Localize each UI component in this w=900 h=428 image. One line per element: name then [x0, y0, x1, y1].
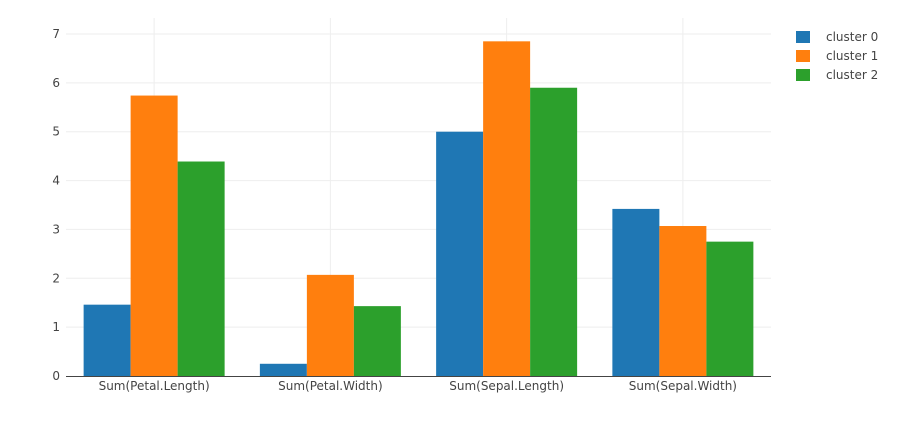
- y-axis-ticks: 0 1 2 3 4 5 6 7: [52, 27, 60, 383]
- y-tick-label: 0: [52, 369, 60, 383]
- bars: [83, 41, 754, 376]
- bar-cluster-2-0: [177, 161, 225, 376]
- bar-cluster-0-0: [83, 304, 131, 376]
- bar-cluster-0-2: [436, 131, 484, 376]
- bar-cluster-2-3: [706, 241, 754, 376]
- y-tick-label: 6: [52, 76, 60, 90]
- bar-cluster-1-0: [130, 95, 178, 376]
- bar-cluster-1-2: [483, 41, 531, 376]
- bar-cluster-1-1: [306, 274, 354, 376]
- y-tick-label: 1: [52, 320, 60, 334]
- legend[interactable]: cluster 0 cluster 1 cluster 2: [796, 27, 878, 84]
- bar-cluster-2-2: [530, 87, 578, 376]
- x-axis-ticks: Sum(Petal.Length) Sum(Petal.Width) Sum(Sep…: [99, 379, 737, 393]
- legend-item-cluster-0[interactable]: cluster 0: [796, 27, 878, 46]
- bar-cluster-1-3: [659, 226, 707, 376]
- y-tick-label: 4: [52, 174, 60, 188]
- legend-label: cluster 1: [826, 48, 879, 63]
- legend-swatch-cluster-1: [796, 49, 810, 62]
- x-tick-label: Sum(Sepal.Length): [449, 379, 564, 393]
- bar-cluster-0-3: [612, 208, 660, 376]
- legend-swatch-cluster-2: [796, 68, 810, 81]
- y-tick-label: 2: [52, 271, 60, 285]
- x-tick-label: Sum(Petal.Width): [278, 379, 383, 393]
- bar-cluster-0-1: [259, 363, 307, 376]
- legend-item-cluster-2[interactable]: cluster 2: [796, 65, 878, 84]
- y-tick-label: 3: [52, 222, 60, 236]
- x-tick-label: Sum(Sepal.Width): [629, 379, 737, 393]
- legend-swatch-cluster-0: [796, 30, 810, 43]
- legend-label: cluster 2: [826, 67, 879, 82]
- y-tick-label: 7: [52, 27, 60, 41]
- legend-item-cluster-1[interactable]: cluster 1: [796, 46, 878, 65]
- legend-label: cluster 0: [826, 29, 879, 44]
- bar-cluster-2-1: [353, 306, 401, 376]
- y-tick-label: 5: [52, 125, 60, 139]
- x-tick-label: Sum(Petal.Length): [99, 379, 210, 393]
